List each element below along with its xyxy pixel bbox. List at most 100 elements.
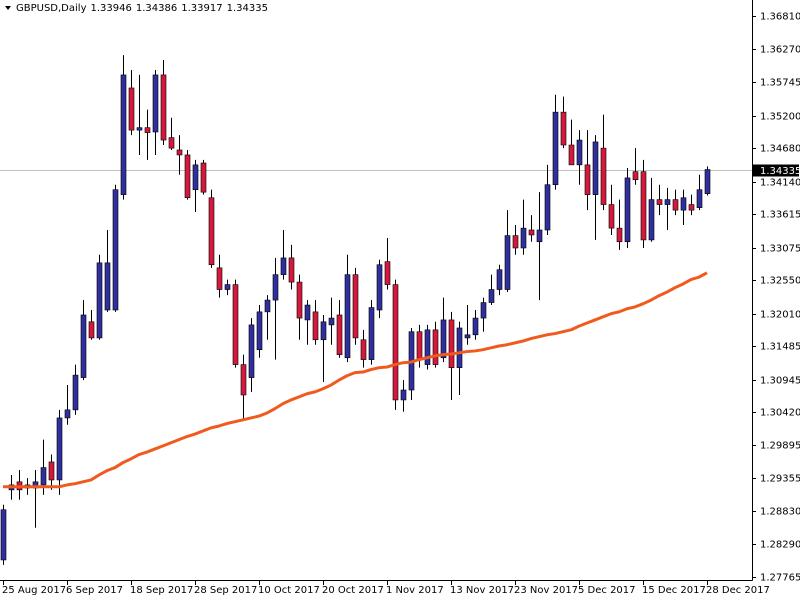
x-tick-label: 20 Oct 2017 <box>322 585 384 596</box>
y-tick-label: 1.30420 <box>760 408 800 419</box>
symbol: GBPUSD,Daily <box>16 3 87 14</box>
candle-body <box>192 164 199 190</box>
high-value: 1.34386 <box>135 3 178 14</box>
candle-body <box>600 147 607 205</box>
candle-body <box>544 184 551 231</box>
x-tick-label: 13 Nov 2017 <box>450 585 514 596</box>
candle-body <box>536 229 543 243</box>
candle-body <box>584 164 591 195</box>
candle-body <box>216 267 223 290</box>
candle-body <box>72 374 79 411</box>
candle-body <box>296 281 303 319</box>
candle-body <box>272 274 279 301</box>
candle-body <box>88 321 95 339</box>
open-value: 1.33946 <box>90 3 132 14</box>
candle-body <box>504 235 511 290</box>
candle-body <box>624 177 631 243</box>
candle-body <box>400 389 407 401</box>
candle-body <box>480 302 487 319</box>
y-tick-label: 1.31485 <box>760 342 800 353</box>
y-tick-label: 1.35745 <box>760 78 800 89</box>
candle-body <box>280 257 287 275</box>
candle-body <box>360 339 367 360</box>
x-tick-label: 23 Nov 2017 <box>514 585 578 596</box>
candle-body <box>656 199 663 205</box>
y-tick-label: 1.32010 <box>760 310 800 321</box>
candle-body <box>512 235 519 249</box>
candle-body <box>40 467 47 486</box>
candle-body <box>672 199 679 211</box>
candle-body <box>344 274 351 359</box>
x-tick-label: 10 Oct 2017 <box>258 585 320 596</box>
x-tick-label: 28 Dec 2017 <box>706 585 770 596</box>
candle-body <box>696 189 703 208</box>
candle-body <box>48 461 55 481</box>
candle-body <box>608 204 615 229</box>
candle-body <box>128 87 135 131</box>
candle-body <box>704 169 711 194</box>
menu-icon[interactable] <box>5 6 11 10</box>
candle-body <box>80 314 87 378</box>
y-tick-label: 1.34140 <box>760 178 800 189</box>
candle-body <box>312 311 319 341</box>
candle-body <box>184 154 191 199</box>
candle-body <box>424 329 431 365</box>
candle-body <box>232 284 239 365</box>
candle-body <box>640 171 647 241</box>
candle-body <box>136 127 143 131</box>
price-label: 1.34335 <box>760 166 800 177</box>
candle-body <box>304 304 311 321</box>
candle-body <box>552 111 559 186</box>
candle-body <box>456 327 463 368</box>
candle-body <box>120 74 127 195</box>
y-tick-label: 1.34680 <box>760 144 800 155</box>
candle-body <box>248 324 255 378</box>
x-tick-label: 18 Sep 2017 <box>130 585 193 596</box>
candle-body <box>200 162 207 193</box>
candle-body <box>240 364 247 396</box>
candle-body <box>688 204 695 211</box>
candle-body <box>496 269 503 290</box>
candle-body <box>328 317 335 326</box>
x-tick-label: 1 Nov 2017 <box>386 585 444 596</box>
candle-body <box>352 274 359 339</box>
candle-body <box>64 409 71 419</box>
candle-body <box>448 319 455 368</box>
candle-body <box>472 317 479 336</box>
candle-body <box>368 307 375 360</box>
candle-body <box>464 334 471 339</box>
moving-average <box>3 271 708 489</box>
x-tick-label: 5 Dec 2017 <box>578 585 636 596</box>
y-tick-label: 1.28830 <box>760 507 800 518</box>
x-tick-label: 25 Aug 2017 <box>2 585 66 596</box>
candle-body <box>160 74 167 141</box>
x-tick-label: 6 Sep 2017 <box>66 585 123 596</box>
candle-body <box>528 229 535 236</box>
candle-body <box>488 289 495 303</box>
x-tick-label: 15 Dec 2017 <box>642 585 706 596</box>
y-tick-label: 1.29895 <box>760 441 800 452</box>
price-label-box <box>752 164 799 177</box>
candle-body <box>336 314 343 355</box>
y-tick-label: 1.27765 <box>760 573 800 584</box>
y-tick-label: 1.33615 <box>760 210 800 221</box>
candle-body <box>648 199 655 241</box>
candle-body <box>56 417 63 481</box>
candle-body <box>520 227 527 249</box>
candle-body <box>376 264 383 311</box>
candle-body <box>680 197 687 211</box>
low-value: 1.33917 <box>181 3 223 14</box>
candle-body <box>576 139 583 166</box>
candle-body <box>96 262 103 339</box>
candle-body <box>560 111 567 146</box>
candle-body <box>256 311 263 350</box>
y-tick-label: 1.36270 <box>760 45 800 56</box>
candle-body <box>632 171 639 181</box>
x-tick-label: 28 Sep 2017 <box>194 585 257 596</box>
candle-body <box>416 331 423 360</box>
candle-body <box>384 261 391 285</box>
candle-body <box>320 321 327 341</box>
candle-body <box>208 197 215 266</box>
